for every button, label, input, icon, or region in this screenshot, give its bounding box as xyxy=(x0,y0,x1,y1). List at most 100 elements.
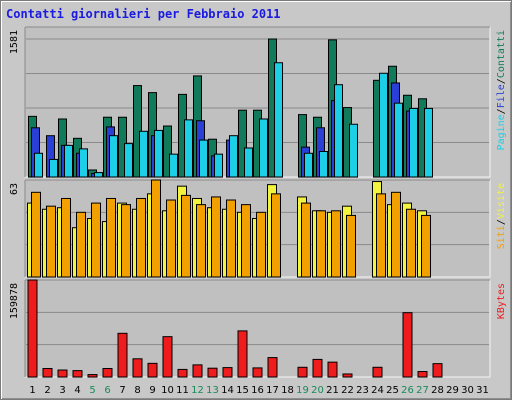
y-max-label: 1581 xyxy=(9,30,20,54)
right-label-part: Visite xyxy=(496,183,507,219)
day-label: 6 xyxy=(104,385,110,396)
day-label: 12 xyxy=(191,385,204,396)
bar-pages xyxy=(94,172,103,178)
bar-kbytes xyxy=(42,368,53,378)
day-label: 3 xyxy=(59,385,65,396)
day-label: 27 xyxy=(416,385,429,396)
right-label-part: File xyxy=(496,84,507,108)
bar-kbytes xyxy=(327,361,338,378)
day-label: 11 xyxy=(176,385,189,396)
day-label: 20 xyxy=(311,385,324,396)
bar-kbytes xyxy=(162,336,173,378)
bar-visits xyxy=(346,214,356,278)
day-label: 26 xyxy=(401,385,414,396)
right-label-part: / xyxy=(496,219,507,225)
bar-visits xyxy=(91,202,101,278)
bar-visits xyxy=(31,191,41,278)
bar-kbytes xyxy=(87,374,98,378)
day-label: 29 xyxy=(446,385,459,396)
right-series-label: KBytes xyxy=(496,283,507,319)
bar-visits xyxy=(256,211,266,278)
bar-kbytes xyxy=(102,368,113,378)
plot-panel xyxy=(24,279,491,378)
bar-visits xyxy=(121,204,131,278)
bar-visits xyxy=(136,197,146,278)
bar-pages xyxy=(229,135,238,178)
right-label-part: / xyxy=(496,78,507,84)
bar-visits xyxy=(226,199,236,278)
bar-kbytes xyxy=(252,367,263,378)
bar-pages xyxy=(79,148,88,178)
chart-title: Contatti giornalieri per Febbraio 2011 xyxy=(6,7,281,21)
bar-pages xyxy=(334,84,343,178)
day-label: 16 xyxy=(251,385,264,396)
y-max-label: 159878 xyxy=(9,283,20,319)
day-label: 4 xyxy=(74,385,80,396)
bar-visits xyxy=(271,193,281,278)
bar-kbytes xyxy=(402,312,413,378)
day-label: 13 xyxy=(206,385,219,396)
bar-pages xyxy=(274,62,283,178)
day-label: 30 xyxy=(461,385,474,396)
bar-pages xyxy=(379,72,388,178)
bar-visits xyxy=(376,193,386,278)
day-label: 19 xyxy=(296,385,309,396)
bar-kbytes xyxy=(72,370,83,378)
day-label: 21 xyxy=(326,385,339,396)
bar-visits xyxy=(61,197,71,278)
bar-pages xyxy=(169,153,178,178)
bar-visits xyxy=(316,210,326,278)
right-label-part: Siti xyxy=(496,225,507,249)
bar-kbytes xyxy=(57,369,68,378)
bar-kbytes xyxy=(207,367,218,378)
bar-visits xyxy=(391,191,401,278)
bar-pages xyxy=(124,143,133,178)
day-label: 31 xyxy=(476,385,489,396)
day-label: 22 xyxy=(341,385,354,396)
day-label: 17 xyxy=(266,385,279,396)
right-label-part: Pagine xyxy=(496,114,507,150)
bar-kbytes xyxy=(237,330,248,378)
bar-visits xyxy=(151,179,161,278)
bar-kbytes xyxy=(312,358,323,378)
bar-kbytes xyxy=(372,366,383,378)
bar-pages xyxy=(304,152,313,178)
bar-kbytes xyxy=(297,366,308,378)
bar-pages xyxy=(214,153,223,178)
bar-visits xyxy=(241,204,251,278)
right-series-label: Pagine/File/Contatti xyxy=(496,30,507,150)
bar-pages xyxy=(394,102,403,178)
day-label: 10 xyxy=(161,385,174,396)
bar-pages xyxy=(184,119,193,178)
bar-kbytes xyxy=(222,367,233,378)
bar-kbytes xyxy=(177,368,188,378)
bar-kbytes xyxy=(342,373,353,378)
right-series-label: Siti/Visite xyxy=(496,183,507,249)
bar-pages xyxy=(49,158,58,178)
bar-visits xyxy=(76,211,86,278)
day-label: 9 xyxy=(149,385,155,396)
bar-visits xyxy=(106,197,116,278)
bar-pages xyxy=(34,152,43,178)
bar-kbytes xyxy=(117,332,128,378)
day-label: 2 xyxy=(44,385,50,396)
bar-visits xyxy=(406,208,416,278)
right-label-part: / xyxy=(496,108,507,114)
bar-pages xyxy=(139,130,148,178)
day-label: 5 xyxy=(89,385,95,396)
bar-visits xyxy=(331,210,341,278)
bar-visits xyxy=(166,199,176,278)
bar-pages xyxy=(259,118,268,178)
day-label: 14 xyxy=(221,385,234,396)
bar-visits xyxy=(46,205,56,278)
bar-visits xyxy=(421,214,431,278)
bar-kbytes xyxy=(267,357,278,378)
bar-kbytes xyxy=(192,364,203,378)
bar-pages xyxy=(244,147,253,178)
bar-hits xyxy=(163,125,172,178)
bar-hits xyxy=(238,109,247,178)
day-label: 24 xyxy=(371,385,384,396)
day-label: 1 xyxy=(29,385,35,396)
bar-visits xyxy=(211,196,221,278)
